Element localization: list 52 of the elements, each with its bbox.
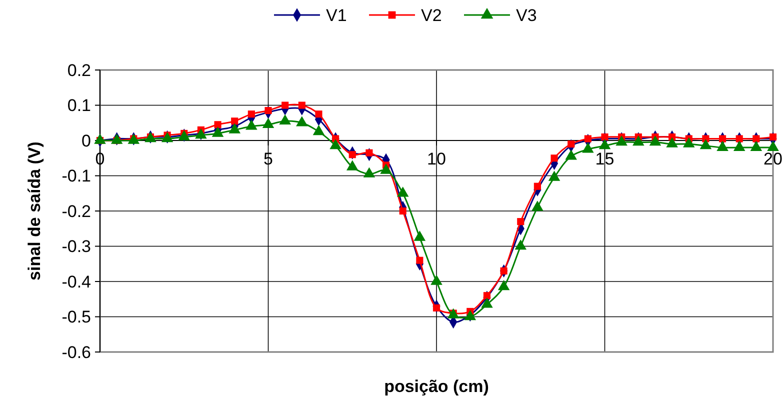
point xyxy=(264,107,272,114)
x-tick-label: 20 xyxy=(764,150,782,168)
point xyxy=(430,274,442,285)
point xyxy=(517,218,524,226)
point xyxy=(736,135,743,142)
point xyxy=(565,150,577,160)
y-tick-label: 0 xyxy=(82,131,91,150)
point xyxy=(298,102,306,109)
point xyxy=(432,304,440,312)
point xyxy=(399,207,406,215)
y-tick-label: -0.1 xyxy=(62,166,91,186)
point xyxy=(550,154,558,162)
y-tick-label: 0.1 xyxy=(67,96,91,116)
point xyxy=(214,121,222,128)
point xyxy=(481,298,493,308)
point xyxy=(231,118,238,125)
y-tick-label: -0.4 xyxy=(62,272,91,292)
y-tick-label: 0.2 xyxy=(67,60,91,80)
y-tick-label: -0.6 xyxy=(62,342,91,362)
y-tick-label: -0.3 xyxy=(62,237,91,256)
y-tick-label: -0.2 xyxy=(62,202,91,221)
legend-label: V3 xyxy=(516,6,537,25)
point xyxy=(282,102,289,109)
point xyxy=(752,135,760,142)
legend-label: V2 xyxy=(421,6,442,25)
point xyxy=(532,200,544,211)
y-tick-label: -0.5 xyxy=(62,308,91,327)
point xyxy=(464,310,476,320)
point xyxy=(414,230,426,241)
point xyxy=(396,186,409,197)
point xyxy=(769,133,777,141)
point xyxy=(483,292,491,300)
point xyxy=(548,170,560,181)
point xyxy=(315,110,322,118)
x-axis-title: posição (cm) xyxy=(384,377,489,396)
point xyxy=(582,142,594,153)
point xyxy=(514,239,527,250)
legend-label: V1 xyxy=(326,6,347,25)
point xyxy=(248,110,255,118)
point xyxy=(346,160,358,170)
point xyxy=(348,151,356,158)
point xyxy=(601,133,608,141)
point xyxy=(416,256,424,264)
point xyxy=(366,149,373,156)
point xyxy=(718,135,726,142)
point xyxy=(498,280,510,290)
y-axis-title: sinal de saída (V) xyxy=(25,142,44,280)
point xyxy=(534,182,541,190)
point xyxy=(363,167,376,178)
point xyxy=(568,140,575,148)
point xyxy=(380,164,392,174)
point xyxy=(447,308,460,318)
